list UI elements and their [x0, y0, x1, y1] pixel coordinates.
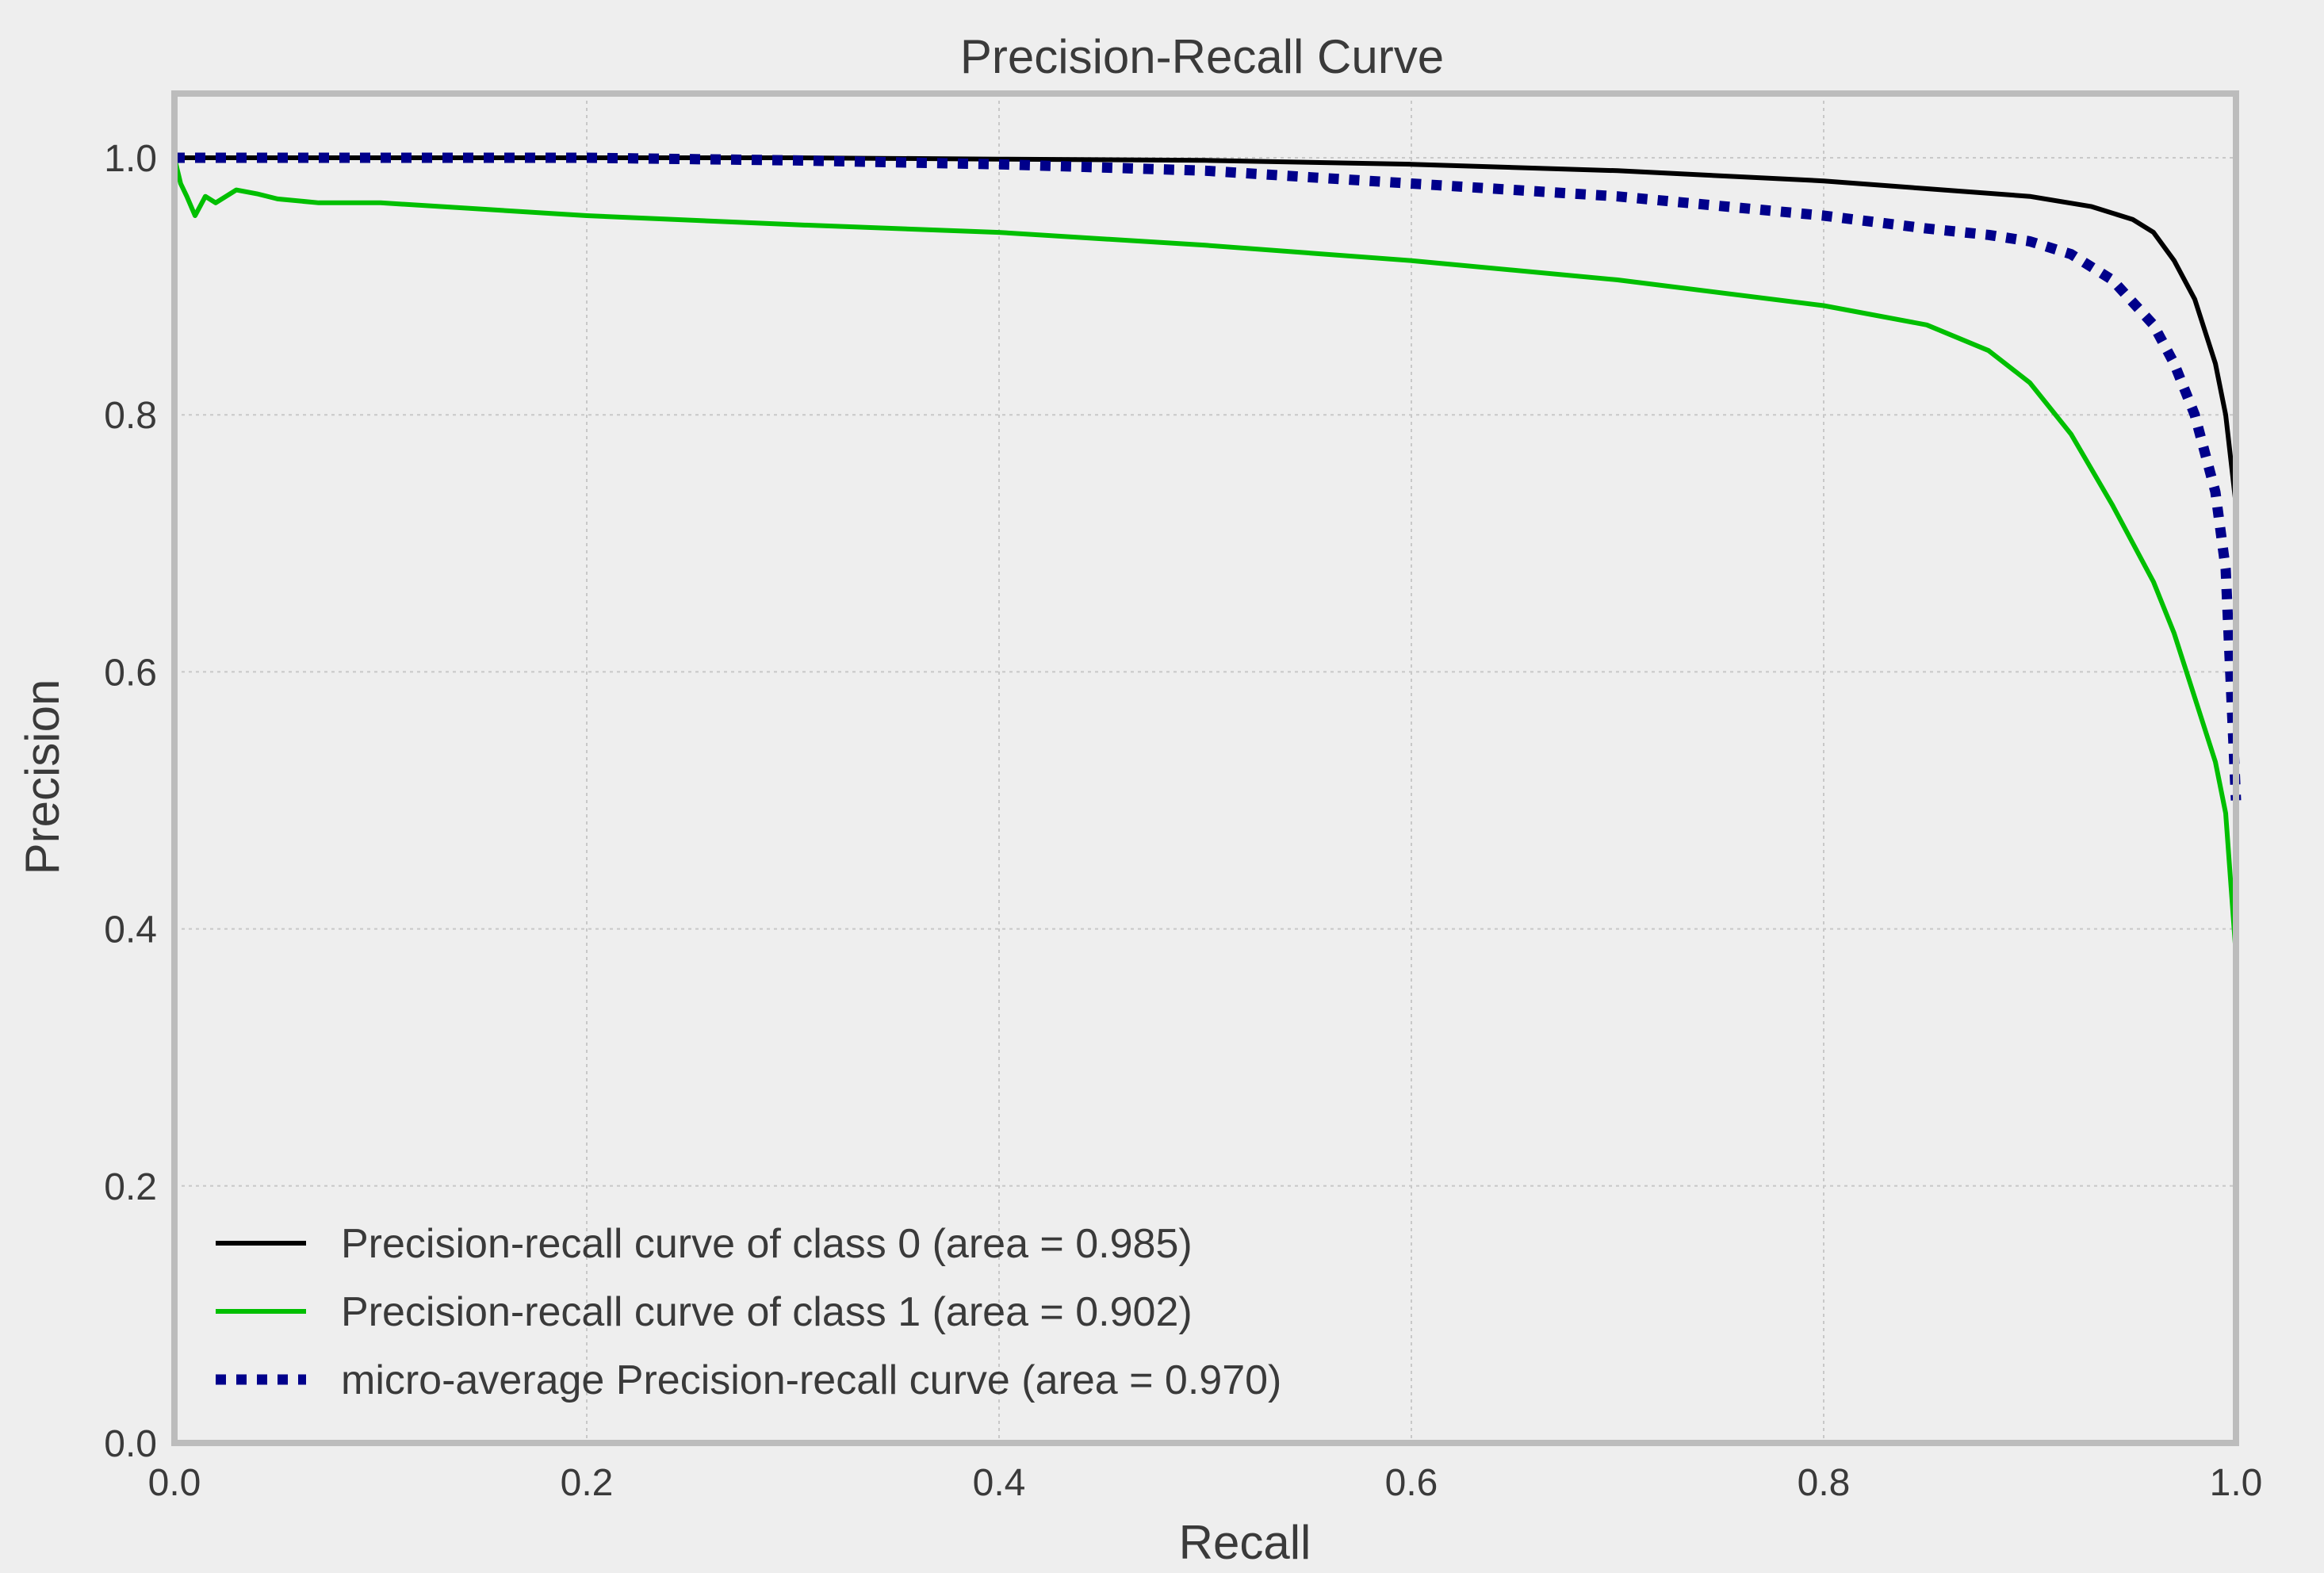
series-layer	[172, 152, 2242, 955]
legend-label-1: Precision-recall curve of class 1 (area …	[341, 1289, 1193, 1335]
x-tick-label: 0.2	[561, 1462, 614, 1504]
series-line-0	[174, 155, 2238, 506]
x-axis: 0.0 0.2 0.4 0.6 0.8 1.0	[148, 1462, 2263, 1504]
legend: Precision-recall curve of class 0 (area …	[216, 1221, 1281, 1403]
y-tick-label: 0.2	[104, 1166, 157, 1208]
y-tick-label: 0.6	[104, 652, 157, 694]
legend-label-0: Precision-recall curve of class 0 (area …	[341, 1221, 1193, 1267]
series-line-1	[172, 157, 2238, 955]
chart-title: Precision-Recall Curve	[960, 30, 1444, 83]
x-axis-title: Recall	[1179, 1516, 1311, 1569]
y-tick-label: 0.8	[104, 395, 157, 437]
y-tick-label: 1.0	[104, 138, 157, 180]
x-tick-label: 0.8	[1798, 1462, 1851, 1504]
y-tick-label: 0.4	[104, 909, 157, 951]
y-axis-title: Precision	[16, 679, 69, 875]
x-tick-label: 0.6	[1385, 1462, 1438, 1504]
y-tick-label: 0.0	[104, 1423, 157, 1465]
x-tick-label: 0.4	[973, 1462, 1026, 1504]
plot-frame	[171, 90, 2239, 1446]
x-tick-label: 0.0	[148, 1462, 201, 1504]
x-tick-label: 1.0	[2210, 1462, 2263, 1504]
y-axis: 0.0 0.2 0.4 0.6 0.8 1.0	[104, 138, 157, 1465]
legend-label-2: micro-average Precision-recall curve (ar…	[341, 1357, 1281, 1403]
